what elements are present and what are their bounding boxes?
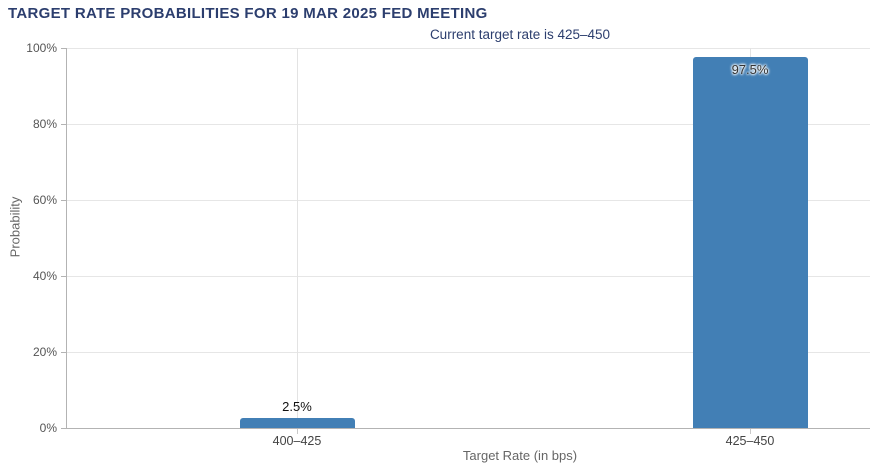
y-gridline <box>66 48 870 49</box>
y-axis-tick <box>61 48 66 49</box>
y-axis-tick <box>61 352 66 353</box>
x-category-label: 425–450 <box>725 434 775 448</box>
x-axis-title: Target Rate (in bps) <box>462 448 578 463</box>
bar-value-label: 97.5% <box>731 62 769 77</box>
y-tick-label: 20% <box>32 345 57 359</box>
y-tick-label: 100% <box>26 41 57 55</box>
y-tick-label: 0% <box>39 421 57 435</box>
y-axis-tick <box>61 276 66 277</box>
chart-subtitle: Current target rate is 425–450 <box>429 27 611 42</box>
y-tick-label: 40% <box>32 269 57 283</box>
bar-value-label: 2.5% <box>282 399 312 414</box>
y-gridline <box>66 276 870 277</box>
y-gridline <box>66 200 870 201</box>
x-axis-tick <box>750 429 751 434</box>
y-axis-tick <box>61 124 66 125</box>
y-tick-label: 60% <box>32 193 57 207</box>
y-axis-title: Probability <box>7 196 23 258</box>
y-axis-tick <box>61 200 66 201</box>
category-gridline <box>297 48 298 428</box>
probability-bar[interactable] <box>239 418 355 428</box>
x-category-label: 400–425 <box>272 434 322 448</box>
probability-bar[interactable] <box>692 57 808 428</box>
y-axis-line <box>66 48 67 428</box>
x-axis-line <box>61 428 870 429</box>
y-tick-label: 80% <box>32 117 57 131</box>
y-gridline <box>66 124 870 125</box>
x-axis-tick <box>297 429 298 434</box>
y-gridline <box>66 352 870 353</box>
chart-title: TARGET RATE PROBABILITIES FOR 19 MAR 202… <box>8 5 488 22</box>
